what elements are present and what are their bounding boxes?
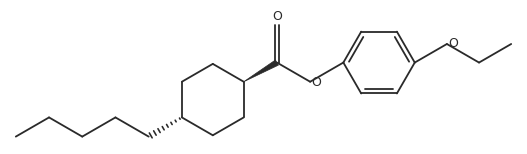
Text: O: O [448, 37, 458, 50]
Polygon shape [243, 60, 278, 82]
Text: O: O [311, 76, 321, 89]
Text: O: O [272, 10, 282, 23]
